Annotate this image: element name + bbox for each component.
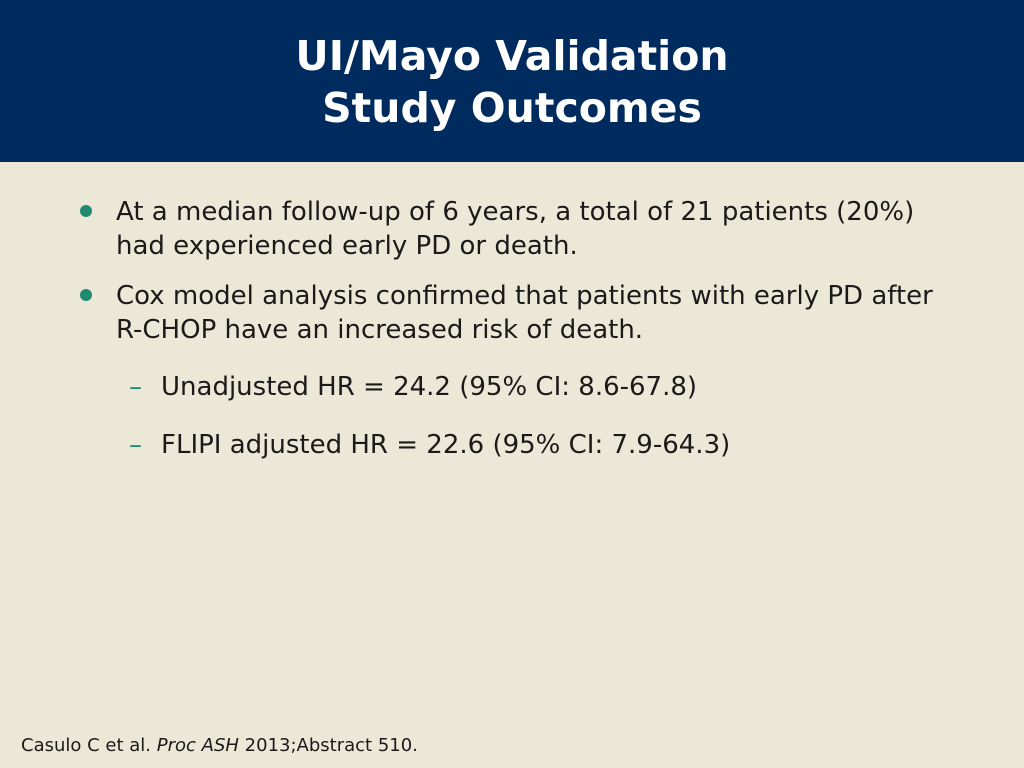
title-banner: UI/Mayo Validation Study Outcomes <box>0 0 1024 162</box>
bullet-text: Cox model analysis confirmed that patien… <box>116 281 933 345</box>
sub-bullet-marker: – <box>129 372 142 402</box>
citation-journal: Proc ASH <box>156 735 239 756</box>
bullet-dot-icon <box>80 289 92 301</box>
citation: Casulo C et al. Proc ASH 2013;Abstract 5… <box>21 734 418 758</box>
slide-title: UI/Mayo Validation Study Outcomes <box>0 30 1024 134</box>
bullet-item: Cox model analysis confirmed that patien… <box>80 279 956 347</box>
sub-bullet-item: – Unadjusted HR = 24.2 (95% CI: 8.6-67.8… <box>129 370 961 404</box>
bullet-item: At a median follow-up of 6 years, a tota… <box>80 195 956 263</box>
sub-bullet-text: FLIPI adjusted HR = 22.6 (95% CI: 7.9-64… <box>161 430 731 460</box>
sub-bullet-item: – FLIPI adjusted HR = 22.6 (95% CI: 7.9-… <box>129 428 961 462</box>
citation-details: 2013;Abstract 510. <box>244 735 418 756</box>
title-line-2: Study Outcomes <box>322 84 702 132</box>
bullet-text: At a median follow-up of 6 years, a tota… <box>116 197 915 261</box>
bullet-dot-icon <box>80 205 92 217</box>
sub-bullet-text: Unadjusted HR = 24.2 (95% CI: 8.6-67.8) <box>161 372 698 402</box>
citation-author: Casulo C et al. <box>21 735 152 756</box>
sub-bullet-marker: – <box>129 430 142 460</box>
title-line-1: UI/Mayo Validation <box>295 32 729 80</box>
